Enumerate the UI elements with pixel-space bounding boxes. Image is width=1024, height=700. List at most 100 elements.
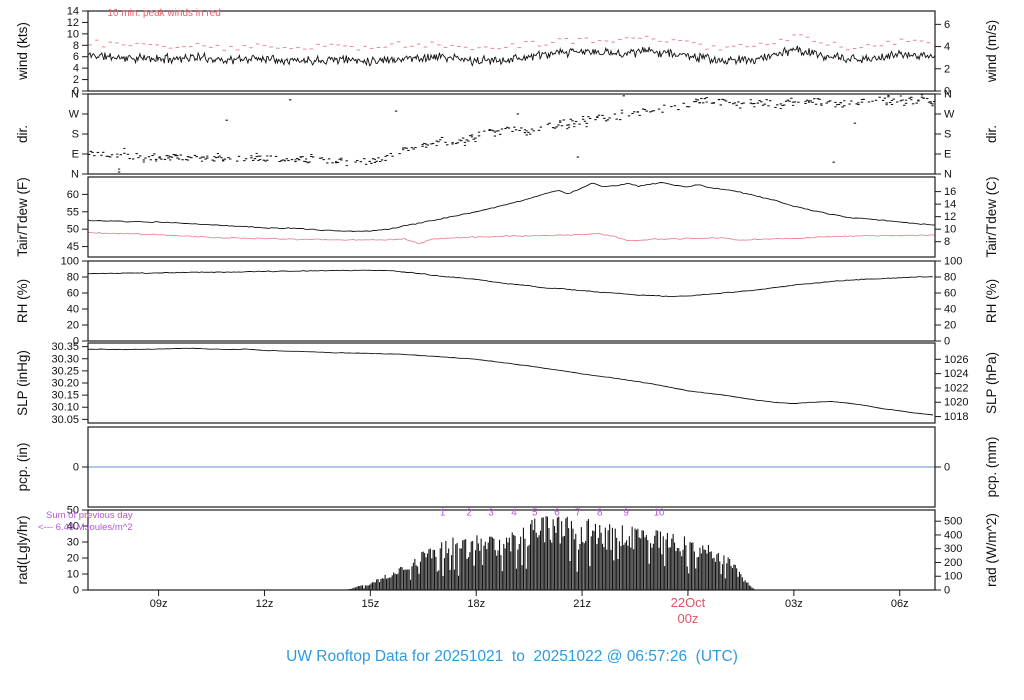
- relative-humidity-line: [88, 269, 933, 298]
- svg-text:N: N: [944, 169, 952, 181]
- annotation: 2: [466, 508, 472, 519]
- panel-dir-frame: [87, 93, 936, 175]
- svg-text:80: 80: [67, 272, 79, 284]
- annotation: 8: [597, 508, 603, 519]
- svg-text:W: W: [944, 109, 955, 121]
- svg-text:10: 10: [67, 28, 79, 40]
- x-tick-label: 18z: [467, 598, 485, 610]
- svg-text:14: 14: [944, 199, 956, 211]
- svg-text:40: 40: [944, 304, 956, 316]
- panel-temp-right-label: Tair/Tdew (C): [984, 176, 999, 257]
- svg-text:0: 0: [73, 86, 79, 98]
- svg-text:50: 50: [67, 505, 79, 517]
- annotation: 4: [511, 508, 517, 519]
- svg-text:2: 2: [73, 74, 79, 86]
- panel-slp-frame: [87, 342, 936, 424]
- svg-text:0: 0: [944, 462, 950, 474]
- svg-text:40: 40: [67, 521, 79, 533]
- svg-text:60: 60: [67, 288, 79, 300]
- panel-slp-right-label: SLP (hPa): [984, 352, 999, 414]
- panel-pcp-frame: [87, 426, 936, 508]
- x-tick-label: 21z: [573, 598, 591, 610]
- panel-rh-frame: [87, 260, 936, 342]
- svg-text:100: 100: [61, 256, 79, 268]
- panel-dir-series: [88, 94, 935, 173]
- panel-slp-left-label: SLP (inHg): [15, 350, 30, 416]
- svg-text:10: 10: [944, 224, 956, 236]
- panel-rad-frame: [87, 509, 936, 591]
- svg-text:14: 14: [67, 6, 79, 18]
- svg-text:2: 2: [944, 63, 950, 75]
- panel-temp-series: [88, 182, 935, 245]
- svg-text:1024: 1024: [944, 368, 968, 380]
- svg-text:0: 0: [73, 462, 79, 474]
- svg-text:E: E: [72, 149, 79, 161]
- svg-text:12: 12: [67, 17, 79, 29]
- svg-text:N: N: [944, 89, 952, 101]
- air-temperature-line: [88, 182, 935, 232]
- svg-text:6: 6: [944, 19, 950, 31]
- x-tick-label: 12z: [256, 598, 274, 610]
- annotation: <--- 6.48 MJoules/m^2: [38, 522, 132, 533]
- panel-temp-frame: [87, 176, 936, 258]
- x-axis: 09z 12z 15z 18z 21z 22Oct 00z 03z 06z: [150, 590, 909, 626]
- svg-text:0: 0: [944, 585, 950, 597]
- panel-slp-series: [88, 347, 933, 416]
- panel-rh-ticks: 0 20 40 60 80 100 0 20 40 60 80 100: [61, 256, 963, 348]
- svg-text:20: 20: [67, 320, 79, 332]
- svg-text:500: 500: [944, 516, 962, 528]
- panel-wind-series: [88, 34, 935, 67]
- svg-text:1026: 1026: [944, 354, 968, 366]
- svg-text:1020: 1020: [944, 397, 968, 409]
- svg-text:8: 8: [73, 40, 79, 52]
- svg-text:0: 0: [944, 86, 950, 98]
- x-tick-label: 22Oct 00z: [671, 595, 706, 626]
- x-tick-label: 06z: [891, 598, 909, 610]
- panel-temp-left-label: Tair/Tdew (F): [15, 177, 30, 257]
- svg-text:N: N: [71, 89, 79, 101]
- panel-rh: 0 20 40 60 80 100 0 20 40 60 80 100 RH (%) RH (%): [15, 256, 999, 348]
- svg-text:20: 20: [67, 553, 79, 565]
- svg-text:0: 0: [73, 336, 79, 348]
- annotation: 1: [440, 508, 446, 519]
- chart-title: UW Rooftop Data for 20251021 to 20251022…: [286, 648, 738, 665]
- x-tick-label: 15z: [361, 598, 379, 610]
- panel-pcp-left-label: pcp. (in): [15, 443, 30, 492]
- svg-text:30.25: 30.25: [51, 365, 79, 377]
- svg-text:55: 55: [67, 206, 79, 218]
- panel-rad-right-label: rad (W/m^2): [984, 513, 999, 587]
- svg-text:N: N: [71, 169, 79, 181]
- svg-text:100: 100: [944, 571, 962, 583]
- panel-rh-right-label: RH (%): [984, 279, 999, 323]
- svg-text:60: 60: [944, 288, 956, 300]
- svg-text:0: 0: [944, 336, 950, 348]
- panel-wind-left-label: wind (kts): [15, 22, 30, 81]
- svg-text:200: 200: [944, 557, 962, 569]
- svg-text:E: E: [944, 149, 951, 161]
- svg-text:8: 8: [944, 236, 950, 248]
- svg-text:1018: 1018: [944, 411, 968, 423]
- annotation: 3: [488, 508, 494, 519]
- svg-text:6: 6: [73, 51, 79, 63]
- panel-dir-left-label: dir.: [15, 125, 30, 143]
- svg-text:45: 45: [67, 241, 79, 253]
- svg-text:12: 12: [944, 211, 956, 223]
- svg-text:4: 4: [73, 63, 79, 75]
- svg-text:20: 20: [944, 320, 956, 332]
- svg-text:100: 100: [944, 256, 962, 268]
- annotation: 10 min. peak winds in red: [107, 8, 220, 19]
- annotation: 6: [554, 508, 560, 519]
- sea-level-pressure-line: [88, 347, 933, 416]
- svg-text:10: 10: [67, 569, 79, 581]
